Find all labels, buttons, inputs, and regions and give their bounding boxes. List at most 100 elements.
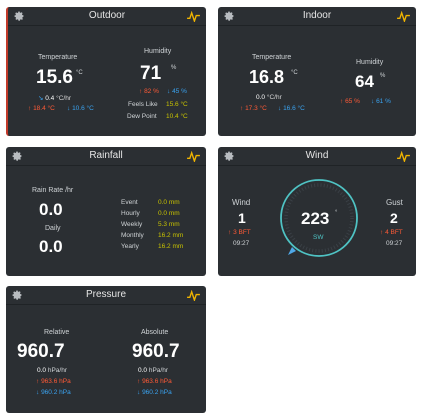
indoor-temperature-unit: °C — [291, 70, 298, 76]
outdoor-humidity-min: ↓ 45 % — [167, 88, 187, 95]
arrow-up-icon: ↑ — [228, 229, 232, 236]
gust-label: Gust — [386, 198, 403, 207]
indoor-humidity-min: ↓ 61 % — [371, 98, 391, 105]
outdoor-humidity-value: 71 — [140, 63, 162, 84]
outdoor-temperature-min: ↓ 10.6 °C — [67, 105, 94, 112]
gear-icon[interactable] — [223, 10, 235, 22]
gear-icon[interactable] — [11, 289, 23, 301]
indoor-temperature-trend: 0.0 °C/hr — [256, 94, 282, 101]
wind-card: Wind Wind 1 ↑ 3 BFT 09:27 223 ° SW Gust … — [218, 147, 416, 276]
arrow-down-icon: ↓ — [167, 88, 171, 95]
wind-direction-degree: ° — [335, 210, 338, 216]
arrow-down-icon: ↓ — [36, 389, 40, 396]
gust-time: 09:27 — [386, 240, 403, 247]
outdoor-title: Outdoor — [88, 10, 126, 21]
rain-weekly-value: 5.3 mm — [158, 221, 180, 228]
indoor-humidity-max: ↑ 65 % — [340, 98, 360, 105]
indoor-temperature-label: Temperature — [252, 54, 292, 61]
arrow-down-icon: ↓ — [137, 389, 141, 396]
gear-icon[interactable] — [11, 150, 23, 162]
rain-monthly-label: Monthly — [121, 232, 144, 239]
rain-yearly-label: Yearly — [121, 243, 139, 250]
chart-icon[interactable] — [397, 151, 410, 162]
outdoor-humidity-label: Humidity — [144, 48, 172, 55]
pressure-absolute-max: ↑ 963.6 hPa — [137, 378, 172, 385]
rain-rate-label: Rain Rate /hr — [32, 187, 74, 194]
dew-point-label: Dew Point — [127, 113, 157, 120]
rain-rate-value: 0.0 — [39, 200, 63, 219]
chart-icon[interactable] — [397, 11, 410, 22]
outdoor-card: Outdoor Temperature 15.6 °C ↘ 0.4 °C/hr … — [6, 7, 206, 136]
pressure-absolute-trend: 0.0 hPa/hr — [138, 367, 169, 374]
gust-bft: ↑ 4 BFT — [380, 229, 403, 236]
indoor-humidity-label: Humidity — [356, 59, 384, 66]
chart-icon[interactable] — [187, 11, 200, 22]
pressure-absolute-label: Absolute — [141, 329, 169, 336]
indoor-card-header: Indoor — [218, 7, 416, 26]
indoor-humidity-unit: % — [380, 73, 386, 79]
pressure-relative-value: 960.7 — [17, 341, 65, 362]
outdoor-temperature-trend: ↘ 0.4 °C/hr — [38, 95, 72, 102]
rainfall-title: Rainfall — [89, 150, 123, 161]
indoor-card: Indoor Temperature 16.8 °C 0.0 °C/hr ↑ 1… — [218, 7, 416, 136]
trend-arrow-icon: ↘ — [38, 95, 44, 102]
arrow-up-icon: ↑ — [137, 378, 141, 385]
outdoor-temperature-value: 15.6 — [36, 67, 73, 88]
wind-title: Wind — [305, 150, 329, 161]
arrow-up-icon: ↑ — [28, 105, 32, 112]
pressure-relative-label: Relative — [44, 329, 70, 336]
rainfall-card-header: Rainfall — [6, 147, 206, 166]
arrow-down-icon: ↓ — [67, 105, 71, 112]
dew-point-value: 10.4 °C — [166, 113, 188, 120]
feels-like-label: Feels Like — [128, 101, 158, 108]
wind-speed-bft: ↑ 3 BFT — [228, 229, 251, 236]
pressure-card-header: Pressure — [6, 286, 206, 305]
wind-direction-pointer-icon — [288, 247, 296, 255]
arrow-up-icon: ↑ — [240, 105, 244, 112]
indoor-temperature-value: 16.8 — [249, 67, 285, 87]
chart-icon[interactable] — [187, 290, 200, 301]
wind-direction-cardinal: SW — [313, 234, 324, 241]
wind-compass — [280, 179, 358, 257]
wind-speed-time: 09:27 — [233, 240, 250, 247]
rain-event-label: Event — [121, 199, 138, 206]
pressure-relative-trend: 0.0 hPa/hr — [37, 367, 68, 374]
pressure-card: Pressure Relative 960.7 0.0 hPa/hr ↑ 963… — [6, 286, 206, 413]
arrow-up-icon: ↑ — [340, 98, 344, 105]
outdoor-temperature-unit: °C — [76, 70, 83, 76]
pressure-title: Pressure — [85, 289, 126, 300]
rain-yearly-value: 16.2 mm — [158, 243, 184, 250]
rain-monthly-value: 16.2 mm — [158, 232, 184, 239]
arrow-down-icon: ↓ — [371, 98, 375, 105]
wind-card-header: Wind — [218, 147, 416, 166]
arrow-up-icon: ↑ — [139, 88, 143, 95]
indoor-humidity-value: 64 — [355, 72, 374, 91]
outdoor-card-header: Outdoor — [8, 7, 206, 26]
pressure-absolute-min: ↓ 960.2 hPa — [137, 389, 172, 396]
pressure-absolute-value: 960.7 — [132, 341, 180, 362]
wind-speed-label: Wind — [232, 198, 251, 207]
wind-direction-value: 223 — [301, 209, 330, 228]
outdoor-temperature-max: ↑ 18.4 °C — [28, 105, 55, 112]
chart-icon[interactable] — [187, 151, 200, 162]
indoor-title: Indoor — [302, 10, 332, 21]
rain-daily-label: Daily — [45, 225, 61, 232]
arrow-up-icon: ↑ — [380, 229, 384, 236]
feels-like-value: 15.6 °C — [166, 101, 188, 108]
rain-hourly-value: 0.0 mm — [158, 210, 180, 217]
arrow-up-icon: ↑ — [36, 378, 40, 385]
indoor-temperature-min: ↓ 16.6 °C — [278, 105, 305, 112]
gear-icon[interactable] — [13, 10, 25, 22]
rainfall-card: Rainfall Rain Rate /hr 0.0 Daily 0.0 Eve… — [6, 147, 206, 276]
gear-icon[interactable] — [223, 150, 235, 162]
indoor-temperature-max: ↑ 17.3 °C — [240, 105, 267, 112]
wind-speed-value: 1 — [238, 210, 246, 226]
outdoor-humidity-unit: % — [171, 65, 177, 71]
arrow-down-icon: ↓ — [278, 105, 282, 112]
pressure-relative-min: ↓ 960.2 hPa — [36, 389, 71, 396]
pressure-relative-max: ↑ 963.6 hPa — [36, 378, 71, 385]
rain-weekly-label: Weekly — [121, 221, 143, 228]
outdoor-humidity-max: ↑ 82 % — [139, 88, 159, 95]
gust-value: 2 — [390, 210, 398, 226]
rain-daily-value: 0.0 — [39, 237, 63, 256]
